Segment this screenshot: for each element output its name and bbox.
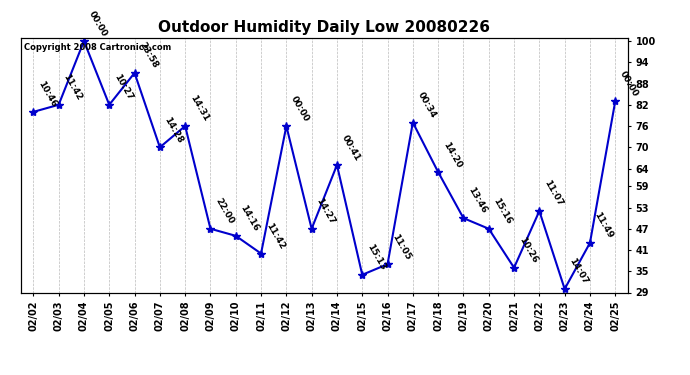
Text: 00:00: 00:00 — [618, 70, 640, 99]
Text: 13:46: 13:46 — [466, 186, 489, 215]
Text: 10:27: 10:27 — [112, 73, 134, 102]
Text: 15:16: 15:16 — [491, 196, 513, 226]
Text: 00:00: 00:00 — [289, 94, 311, 123]
Text: 11:07: 11:07 — [542, 179, 564, 208]
Text: 22:00: 22:00 — [213, 197, 235, 226]
Text: 14:28: 14:28 — [163, 115, 185, 144]
Text: 10:26: 10:26 — [517, 236, 539, 265]
Text: 00:41: 00:41 — [339, 133, 362, 162]
Text: 14:27: 14:27 — [315, 196, 337, 226]
Text: 15:13: 15:13 — [365, 243, 387, 272]
Text: 14:20: 14:20 — [441, 140, 463, 169]
Text: 11:42: 11:42 — [61, 73, 83, 102]
Title: Outdoor Humidity Daily Low 20080226: Outdoor Humidity Daily Low 20080226 — [158, 20, 491, 35]
Text: 14:07: 14:07 — [567, 257, 589, 286]
Text: 11:05: 11:05 — [391, 232, 413, 261]
Text: 00:34: 00:34 — [415, 90, 437, 120]
Text: 14:16: 14:16 — [239, 204, 261, 233]
Text: 23:58: 23:58 — [137, 41, 159, 70]
Text: 11:49: 11:49 — [593, 211, 615, 240]
Text: Copyright 2008 Cartronics.com: Copyright 2008 Cartronics.com — [23, 43, 171, 52]
Text: 11:42: 11:42 — [264, 221, 286, 251]
Text: 10:46: 10:46 — [36, 80, 58, 109]
Text: 00:00: 00:00 — [87, 9, 108, 38]
Text: 14:31: 14:31 — [188, 94, 210, 123]
